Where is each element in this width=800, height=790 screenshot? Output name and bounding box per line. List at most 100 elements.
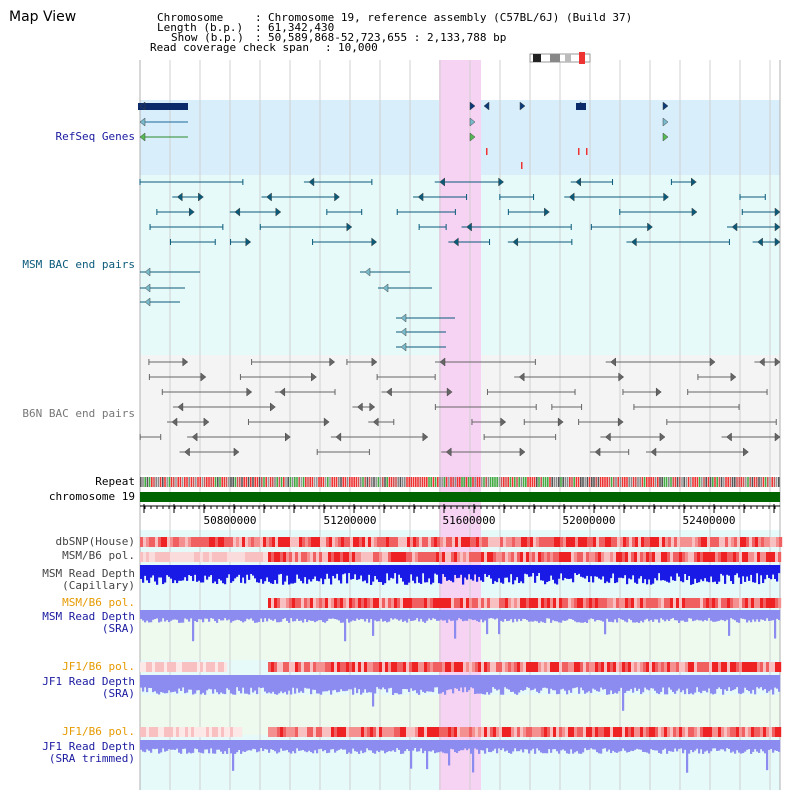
jf1-trimmed-depth-bar bbox=[378, 740, 381, 753]
msm-b6-pol-strip bbox=[254, 552, 258, 562]
jf1-sra-depth-bar bbox=[614, 675, 617, 693]
jf1-b6-pol-trimmed-strip bbox=[224, 727, 228, 737]
jf1-sra-depth-bar bbox=[252, 675, 255, 693]
jf1-trimmed-depth-bar bbox=[170, 740, 173, 750]
jf1-trimmed-depth-bar bbox=[654, 740, 657, 751]
jf1-trimmed-depth-bar bbox=[456, 740, 459, 753]
jf1-b6-pol-strip bbox=[676, 662, 680, 672]
msm-capillary-depth-bar bbox=[396, 565, 399, 584]
msm-b6-pol-sra-strip bbox=[592, 598, 596, 608]
msm-capillary-depth-bar bbox=[272, 565, 275, 584]
track-label-b6n-bac[interactable]: B6N BAC end pairs bbox=[22, 407, 135, 420]
msm-sra-depth-bar bbox=[556, 610, 559, 622]
msm-sra-depth-bar bbox=[278, 610, 281, 623]
track-label-refseq-genes[interactable]: RefSeq Genes bbox=[55, 130, 135, 143]
msm-sra-depth-bar bbox=[734, 610, 737, 621]
jf1-sra-depth-bar bbox=[462, 675, 465, 693]
jf1-sra-depth-bar bbox=[638, 675, 641, 689]
repeat-mark bbox=[283, 477, 285, 487]
track-label-msm-depth-sra[interactable]: MSM Read Depth bbox=[42, 610, 135, 623]
msm-sra-depth-bar bbox=[696, 610, 699, 620]
msm-bac-pair-arrow bbox=[144, 267, 151, 277]
jf1-trimmed-depth-bar bbox=[388, 740, 391, 752]
msm-sra-depth-bar bbox=[290, 610, 293, 619]
jf1-b6-pol-trimmed-strip bbox=[496, 727, 500, 737]
track-label-dbsnp[interactable]: dbSNP(House) bbox=[55, 535, 135, 548]
repeat-mark bbox=[239, 477, 241, 487]
jf1-sra-depth-bar bbox=[506, 675, 509, 689]
msm-capillary-depth-bar bbox=[212, 565, 215, 584]
repeat-mark bbox=[208, 477, 210, 487]
track-label-jf1-b6-pol-trimmed[interactable]: JF1/B6 pol. bbox=[62, 725, 135, 738]
jf1-sra-depth-bar bbox=[730, 675, 733, 692]
repeat-mark bbox=[562, 477, 564, 487]
track-label-jf1-depth-trimmed[interactable]: JF1 Read Depth bbox=[42, 740, 135, 753]
msm-sra-depth-bar bbox=[214, 610, 217, 622]
jf1-sra-depth-bar bbox=[304, 675, 307, 688]
jf1-trimmed-depth-bar bbox=[508, 740, 511, 753]
msm-capillary-depth-bar bbox=[444, 565, 447, 577]
msm-b6-pol-strip bbox=[709, 552, 713, 562]
msm-b6-pol-strip bbox=[367, 552, 371, 562]
track-label-msm-depth-capillary[interactable]: MSM Read Depth bbox=[42, 567, 135, 580]
jf1-b6-pol-trimmed-strip bbox=[577, 727, 581, 737]
msm-sra-depth-bar bbox=[560, 610, 563, 623]
jf1-trimmed-depth-bar bbox=[338, 740, 341, 750]
msm-capillary-depth-bar bbox=[238, 565, 241, 575]
jf1-sra-depth-bar bbox=[308, 675, 311, 689]
jf1-sra-depth-bar bbox=[630, 675, 633, 689]
msm-capillary-depth-bar bbox=[762, 565, 765, 584]
msm-capillary-depth-bar bbox=[450, 565, 453, 581]
jf1-sra-depth-bar bbox=[166, 675, 169, 694]
dbsnp-strip bbox=[182, 537, 186, 547]
jf1-trimmed-depth-bar bbox=[216, 740, 219, 750]
jf1-b6-pol-strip bbox=[460, 662, 464, 672]
dbsnp-strip bbox=[542, 537, 546, 547]
repeat-mark bbox=[778, 477, 780, 487]
jf1-trimmed-depth-bar bbox=[352, 740, 355, 749]
track-label-repeat[interactable]: Repeat bbox=[95, 475, 135, 488]
track-label-msm-b6-pol-sra[interactable]: MSM/B6 pol. bbox=[62, 596, 135, 609]
msm-sra-depth-bar bbox=[596, 610, 599, 621]
jf1-b6-pol-trimmed-strip bbox=[463, 727, 467, 737]
msm-b6-pol-strip bbox=[289, 552, 293, 562]
msm-b6-pol-sra-strip bbox=[286, 598, 290, 608]
msm-sra-depth-bar bbox=[268, 610, 271, 619]
jf1-sra-depth-bar bbox=[216, 675, 219, 693]
jf1-trimmed-depth-bar bbox=[512, 740, 515, 752]
dbsnp-strip bbox=[332, 537, 336, 547]
track-label-msm-bac[interactable]: MSM BAC end pairs bbox=[22, 258, 135, 271]
jf1-trimmed-depth-bar bbox=[536, 740, 539, 749]
msm-sra-depth-bar bbox=[612, 610, 615, 623]
jf1-b6-pol-strip bbox=[304, 662, 308, 672]
jf1-trimmed-depth-bar bbox=[168, 740, 171, 750]
msm-b6-pol-strip bbox=[218, 552, 222, 562]
msm-capillary-depth-bar bbox=[714, 565, 717, 582]
msm-capillary-depth-bar bbox=[310, 565, 313, 582]
jf1-sra-depth-bar bbox=[550, 675, 553, 689]
msm-b6-pol-sra-strip bbox=[523, 598, 527, 608]
track-label-jf1-b6-pol[interactable]: JF1/B6 pol. bbox=[62, 660, 135, 673]
track-label-msm-b6-pol[interactable]: MSM/B6 pol. bbox=[62, 549, 135, 562]
jf1-sra-depth-bar bbox=[726, 675, 729, 691]
msm-sra-depth-bar bbox=[652, 610, 655, 622]
jf1-sra-depth-bar bbox=[276, 675, 279, 695]
dbsnp-strip bbox=[341, 537, 345, 547]
jf1-trimmed-depth-bar bbox=[226, 740, 229, 754]
dbsnp-strip bbox=[617, 537, 621, 547]
jf1-trimmed-depth-bar bbox=[510, 740, 513, 754]
msm-sra-depth-bar bbox=[442, 610, 445, 621]
dbsnp-strip bbox=[164, 537, 168, 547]
jf1-trimmed-depth-bar bbox=[648, 740, 651, 754]
jf1-b6-pol-trimmed-strip bbox=[385, 727, 389, 737]
repeat-mark bbox=[753, 477, 756, 487]
jf1-b6-pol-strip bbox=[224, 662, 228, 672]
jf1-trimmed-depth-bar bbox=[480, 740, 483, 751]
msm-capillary-depth-bar bbox=[708, 565, 711, 583]
track-label-jf1-depth-sra[interactable]: JF1 Read Depth bbox=[42, 675, 135, 688]
jf1-trimmed-depth-bar bbox=[238, 740, 241, 750]
repeat-mark bbox=[428, 477, 430, 487]
msm-b6-pol-strip bbox=[436, 552, 440, 562]
msm-b6-pol-sra-strip bbox=[457, 598, 461, 608]
